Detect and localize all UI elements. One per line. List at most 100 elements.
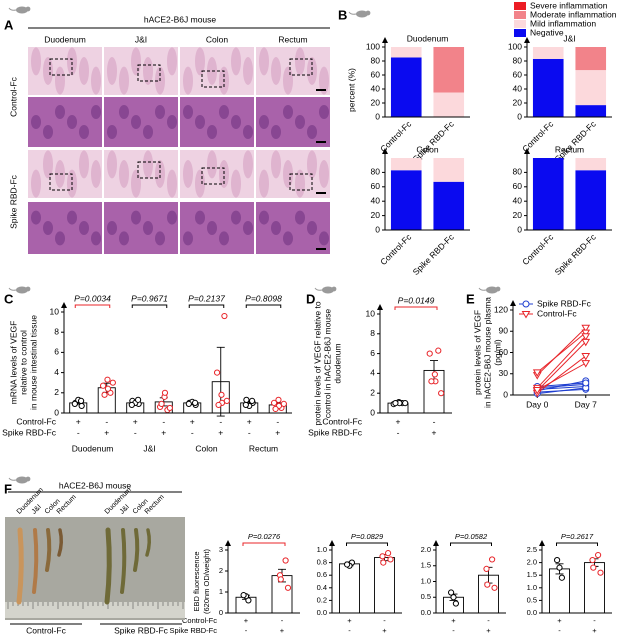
y-tick-label: 60 xyxy=(499,347,509,357)
data-point xyxy=(532,387,542,395)
y-tick-label: 2.5 xyxy=(527,545,537,554)
tissue-texture xyxy=(307,221,317,235)
data-point xyxy=(426,350,433,357)
tissue-texture xyxy=(283,66,293,95)
tissue-texture xyxy=(259,210,269,225)
data-point xyxy=(185,400,192,408)
y-tick-label: 60 xyxy=(371,69,381,79)
data-point xyxy=(532,369,542,377)
row-mark: + xyxy=(280,626,285,635)
data-point xyxy=(595,551,602,559)
bar-segment xyxy=(575,70,607,106)
y-tick-label: 1.5 xyxy=(421,561,431,570)
tissue-texture xyxy=(183,231,193,246)
tissue-texture xyxy=(231,169,241,198)
y-tick-label: 0 xyxy=(375,111,380,121)
data-point xyxy=(78,397,85,404)
histology-row: Spike RBD-Fc xyxy=(8,174,18,229)
tissue-texture xyxy=(283,105,293,119)
y-tick-label: 20 xyxy=(371,97,381,107)
p-bracket xyxy=(245,304,282,308)
y-axis-label: protein levels of VEGF relative to xyxy=(312,301,322,426)
p-bracket xyxy=(74,304,111,308)
p-value: P=0.0034 xyxy=(74,293,111,303)
mouse-icon xyxy=(25,476,31,482)
row-mark: + xyxy=(347,616,352,625)
mouse-icon xyxy=(16,6,28,14)
tissue-texture xyxy=(131,115,141,129)
row-mark: + xyxy=(244,616,249,625)
mouse-icon xyxy=(25,6,31,12)
legend-marker xyxy=(521,311,531,319)
tissue-texture xyxy=(243,57,253,85)
y-tick-label: 0.0 xyxy=(527,608,537,617)
x-tick-label: Control-Fc xyxy=(520,118,556,154)
bar-segment xyxy=(433,158,465,182)
tissue-texture xyxy=(167,115,177,129)
tissue-texture xyxy=(143,150,153,179)
data-point xyxy=(158,400,165,408)
y-tick-label: 0.8 xyxy=(317,558,327,567)
bar-segment xyxy=(390,47,422,58)
row-mark: + xyxy=(76,416,81,426)
y-tick-label: 0 xyxy=(517,111,522,121)
data-point xyxy=(581,360,591,368)
tissue-texture xyxy=(183,105,193,119)
data-point xyxy=(166,404,173,412)
panel-title: Rectum xyxy=(555,144,584,154)
p-value: P=0.2137 xyxy=(188,293,225,303)
data-point xyxy=(558,574,566,581)
y-tick-label: 80 xyxy=(513,167,523,177)
bar xyxy=(339,563,360,614)
row-mark: - xyxy=(452,626,455,635)
bar-segment xyxy=(433,92,465,117)
tissue-texture xyxy=(243,221,253,235)
panel-title: J&I xyxy=(563,33,575,43)
tissue-texture xyxy=(271,150,281,179)
row-label: Control-Fc xyxy=(182,616,217,625)
row-mark: + xyxy=(133,416,138,426)
row-mark: + xyxy=(382,626,387,635)
row-mark: - xyxy=(77,427,80,437)
tissue-texture xyxy=(107,221,117,235)
ruler xyxy=(5,602,185,618)
data-point xyxy=(240,592,247,599)
row-mark: - xyxy=(162,416,165,426)
y-tick-label: 80 xyxy=(371,55,381,65)
histology-column: Colon xyxy=(206,34,228,44)
mouse-icon xyxy=(16,286,28,294)
y-tick-label: 1.5 xyxy=(527,570,537,579)
tissue-texture xyxy=(79,221,89,235)
mouse-icon xyxy=(314,287,323,291)
y-axis-label: EBD fluorescence xyxy=(192,551,201,611)
tissue-texture xyxy=(319,105,329,119)
data-point xyxy=(581,333,591,341)
data-point xyxy=(104,385,112,392)
axis-arrow xyxy=(329,540,335,546)
mouse-icon xyxy=(356,10,368,18)
group-label: Rectum xyxy=(249,443,278,453)
mouse-line xyxy=(537,362,586,391)
data-point xyxy=(221,312,228,320)
row-mark: + xyxy=(247,416,252,426)
tissue-texture xyxy=(219,105,229,119)
row-mark: + xyxy=(432,427,437,437)
zoom-box xyxy=(49,58,73,76)
histology-image xyxy=(180,97,254,147)
bar-segment xyxy=(532,158,564,230)
data-point xyxy=(484,581,491,588)
y-tick-label: 0 xyxy=(219,608,223,617)
y-tick-label: 20 xyxy=(513,210,523,220)
data-point xyxy=(71,400,78,408)
tissue-texture xyxy=(107,57,117,85)
tissue-texture xyxy=(31,115,41,129)
row-mark: - xyxy=(219,416,222,426)
data-point xyxy=(597,569,604,576)
tissue-texture xyxy=(231,115,241,129)
y-tick-label: 6 xyxy=(370,348,375,358)
y-tick-label: 100 xyxy=(366,41,380,51)
data-point xyxy=(556,564,563,571)
tissue-texture xyxy=(307,125,317,139)
y-axis-label: percent (%) xyxy=(346,68,356,112)
row-mark: + xyxy=(396,416,401,426)
